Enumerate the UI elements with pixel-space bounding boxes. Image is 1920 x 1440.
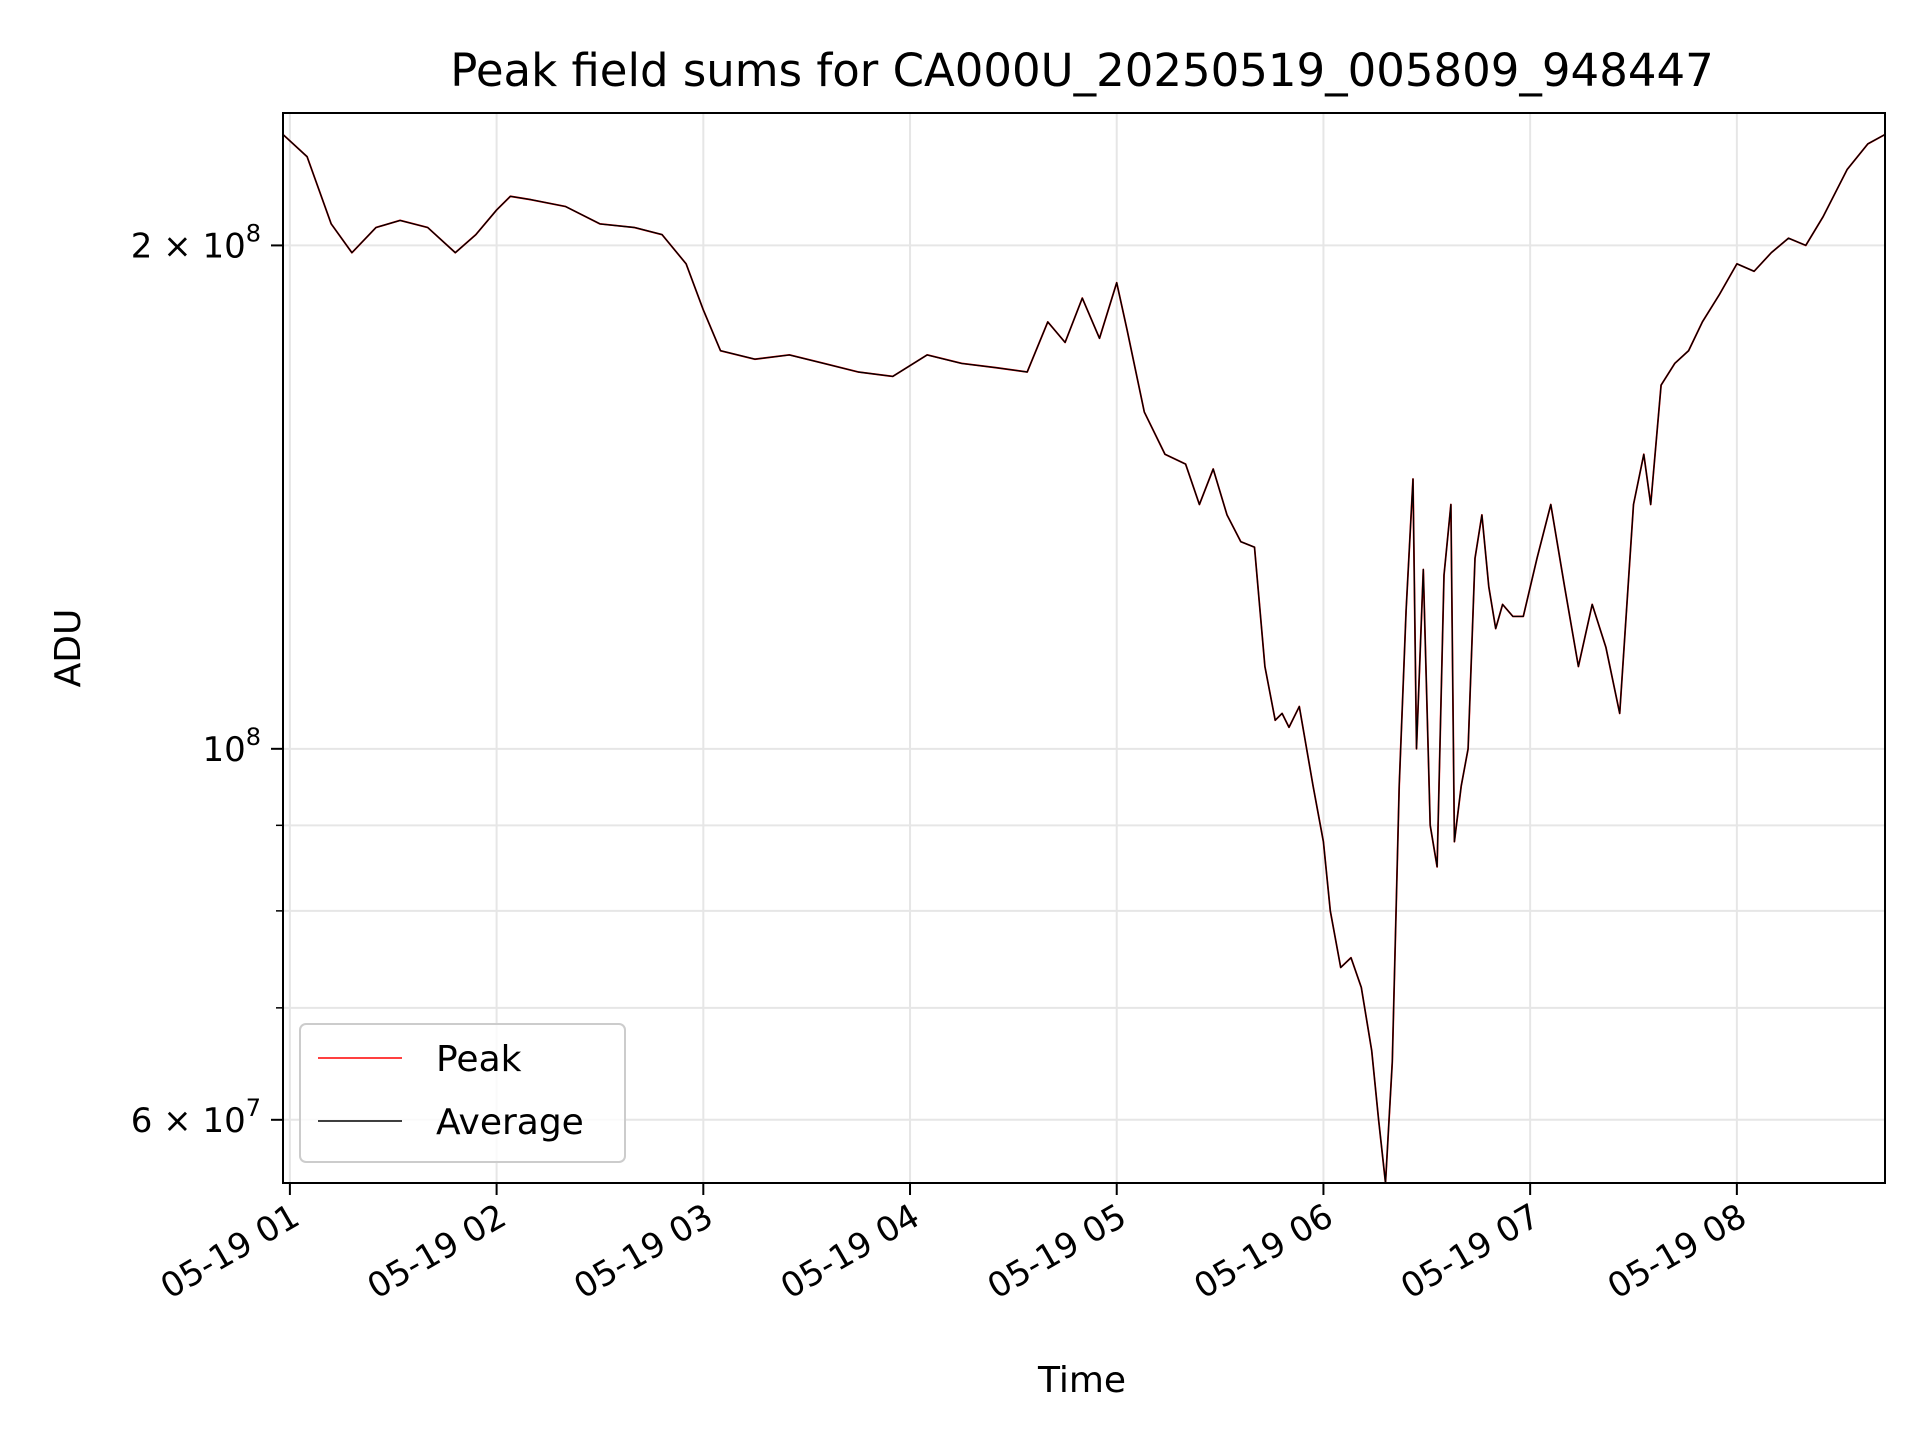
chart-title: Peak field sums for CA000U_20250519_0058… xyxy=(450,44,1713,97)
y-tick-label: 2 × 108 xyxy=(131,219,261,266)
x-axis-label: Time xyxy=(1037,1360,1126,1401)
series-layer xyxy=(282,133,1886,1184)
series-line-average xyxy=(282,133,1886,1184)
y-axis-label: ADU xyxy=(48,609,89,688)
legend: Peak Average xyxy=(299,1023,626,1163)
y-tick-label: 6 × 107 xyxy=(131,1094,261,1141)
axes-frame xyxy=(282,112,1886,1184)
legend-label-peak: Peak xyxy=(436,1039,522,1080)
legend-label-average: Average xyxy=(436,1102,584,1143)
y-tick-label: 108 xyxy=(202,723,261,770)
